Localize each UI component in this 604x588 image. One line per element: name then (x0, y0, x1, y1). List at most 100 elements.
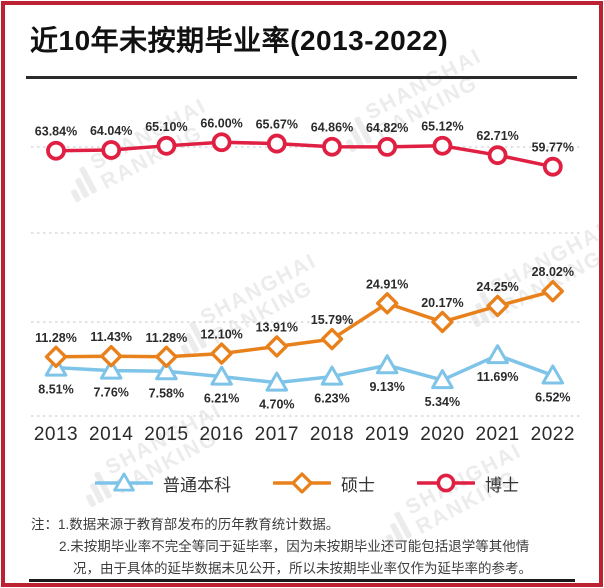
x-axis-label: 2015 (144, 424, 189, 445)
page-title: 近10年未按期毕业率(2013-2022) (30, 25, 449, 56)
x-axis-label: 2021 (475, 424, 520, 445)
x-axis-label: 2019 (365, 424, 410, 445)
chart-legend: 普通本科 硕士 博士 (5, 465, 599, 501)
triangle-marker (265, 371, 289, 392)
data-label: 7.58% (149, 386, 184, 400)
circle-marker (436, 473, 456, 493)
circle-marker (432, 135, 453, 156)
triangle-marker (375, 354, 399, 375)
triangle-marker (541, 364, 565, 385)
triangle-marker (431, 369, 454, 390)
data-label: 11.28% (146, 331, 188, 345)
x-axis-label: 2018 (309, 424, 355, 445)
footnotes: 注：1.数据来源于教育部发布的历年教育统计数据。 2.未按期毕业率不完全等同于延… (31, 514, 575, 580)
note-text: 况，由于具体的延毕数据未见公开，所以未按期毕业率仅作为延毕率的参考。 (73, 561, 532, 576)
line-chart: 8.51% 7.76% 7.58% 6.21% 4.70% 6.23% 9.13% 5.34%… (31, 116, 583, 417)
circle-marker (101, 140, 122, 160)
data-label: 4.70% (259, 398, 294, 412)
circle-marker (322, 136, 342, 157)
data-label: 6.23% (314, 392, 349, 406)
series-triangle: 8.51% 7.76% 7.58% 6.21% 4.70% 6.23% 9.13% 5.34%… (38, 344, 571, 412)
data-label: 28.02% (532, 265, 574, 279)
series-circle: 63.84% 64.04% 65.10% 66.00% 65.67% 64.86% 64.8… (35, 116, 574, 177)
data-label: 64.86% (311, 121, 353, 135)
triangle-marker (320, 365, 344, 386)
x-axis-label: 2017 (254, 424, 299, 445)
data-label: 64.04% (90, 124, 132, 138)
triangle-marker (99, 359, 123, 380)
data-label: 66.00% (200, 116, 242, 130)
data-label: 12.10% (200, 328, 242, 342)
circle-marker (46, 140, 66, 161)
diamond-marker (44, 345, 68, 368)
circle-marker (156, 135, 177, 156)
legend-swatch-diamond (273, 472, 331, 494)
x-axis-labels: 2013 2014 2015 2016 2017 2018 2019 2020 2021 2022 (5, 424, 599, 450)
x-axis-label: 2022 (530, 424, 575, 445)
data-label: 9.13% (369, 380, 404, 394)
diamond-marker (291, 472, 313, 494)
data-label: 20.17% (421, 296, 463, 310)
data-label: 6.52% (535, 390, 570, 404)
data-label: 65.10% (145, 120, 187, 134)
triangle-marker (155, 360, 178, 381)
x-axis-label: 2014 (89, 424, 134, 445)
legend-label: 博士 (485, 475, 519, 495)
legend-item: 硕士 (273, 470, 375, 496)
x-axis-label: 2020 (420, 424, 465, 445)
bottom-rule (29, 579, 575, 582)
data-label: 15.79% (311, 313, 353, 327)
data-label: 11.69% (477, 370, 519, 384)
series-line (54, 289, 555, 359)
data-label: 65.67% (256, 118, 298, 132)
diamond-marker (541, 279, 564, 303)
series-diamond: 11.28% 11.43% 11.28% 12.10% 13.91% 15.79% 24.9… (35, 265, 574, 368)
legend-swatch-triangle (95, 472, 153, 492)
note-prefix: 注： (31, 517, 58, 532)
triangle-marker (210, 365, 233, 386)
diamond-marker (431, 310, 454, 334)
circle-marker (542, 156, 563, 177)
legend-item: 博士 (417, 470, 519, 496)
footnote-line: 2.未按期毕业率不完全等同于延毕率，因为未按期毕业还可能包括退学等其他情 (31, 536, 575, 558)
diamond-marker (486, 294, 509, 318)
data-label: 11.28% (35, 331, 77, 345)
data-label: 64.82% (366, 121, 408, 135)
data-label: 8.51% (38, 383, 73, 397)
series-line (54, 140, 555, 169)
note-text: 1.数据来源于教育部发布的历年教育统计数据。 (58, 517, 340, 532)
data-label: 7.76% (93, 386, 128, 400)
circle-marker (487, 145, 508, 166)
data-label: 13.91% (256, 320, 298, 334)
diamond-marker (155, 345, 178, 368)
legend-item: 普通本科 (95, 470, 231, 496)
x-axis-label: 2013 (33, 424, 79, 445)
legend-label: 普通本科 (163, 475, 231, 495)
circle-marker (377, 137, 398, 157)
circle-marker (211, 132, 232, 153)
title-underline (26, 76, 577, 79)
series-line (54, 353, 555, 385)
triangle-marker (486, 344, 509, 365)
circle-marker (266, 133, 287, 154)
data-label: 6.21% (204, 392, 239, 406)
diamond-marker (376, 292, 399, 315)
data-label: 65.12% (421, 120, 463, 134)
diamond-marker (100, 344, 123, 368)
data-label: 11.43% (90, 330, 132, 344)
data-label: 59.77% (532, 141, 574, 155)
x-axis-label: 2016 (199, 424, 244, 445)
data-label: 24.25% (476, 280, 518, 294)
diamond-marker (210, 342, 233, 365)
data-label: 62.71% (476, 129, 518, 143)
footnote-line: 注：1.数据来源于教育部发布的历年教育统计数据。 (31, 514, 575, 536)
note-text: 2.未按期毕业率不完全等同于延毕率，因为未按期毕业还可能包括退学等其他情 (59, 539, 530, 554)
diamond-marker (320, 327, 344, 351)
triangle-marker (113, 472, 135, 492)
legend-swatch-circle (417, 473, 475, 493)
data-label: 24.91% (366, 277, 408, 291)
data-label: 5.34% (425, 395, 460, 409)
data-label: 63.84% (35, 125, 77, 139)
diamond-marker (265, 335, 288, 358)
